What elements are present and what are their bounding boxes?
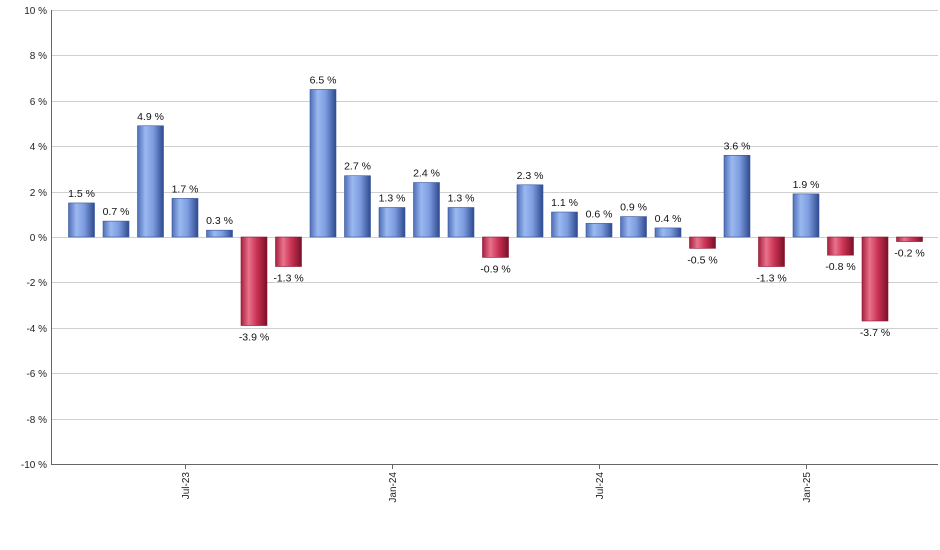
bar-negative	[275, 236, 302, 267]
bar-negative	[896, 236, 923, 242]
data-label: 1.5 %	[68, 188, 95, 200]
y-tick-label: -8 %	[26, 415, 47, 426]
bar-positive	[137, 125, 164, 238]
bar-negative	[482, 236, 509, 258]
bar-positive	[378, 207, 406, 238]
data-label: 0.3 %	[206, 215, 233, 227]
data-label: -0.8 %	[825, 261, 855, 273]
y-tick-label: -10 %	[21, 460, 47, 471]
y-tick-label: 4 %	[30, 142, 47, 153]
data-label: 3.6 %	[724, 140, 751, 152]
bar-positive	[68, 202, 95, 238]
x-tick-label: Jan-25	[802, 472, 813, 503]
data-label: 2.4 %	[413, 168, 440, 180]
x-axis-tick-labels: Jul-23 Jan-24 Jul-24 Jan-25	[181, 464, 813, 503]
bar-positive	[447, 207, 475, 238]
y-tick-label: 10 %	[24, 6, 47, 17]
bar-positive	[171, 198, 199, 238]
data-label: -0.2 %	[894, 248, 924, 260]
bar-positive	[620, 216, 647, 238]
bar-positive	[413, 182, 440, 238]
y-tick-label: -4 %	[26, 324, 47, 335]
data-label: -3.7 %	[860, 327, 890, 339]
x-tick-label: Jul-24	[595, 472, 606, 500]
data-label: 1.1 %	[551, 197, 578, 209]
x-tick-label: Jan-24	[388, 472, 399, 503]
bar-positive	[516, 184, 544, 238]
x-tick-label: Jul-23	[181, 472, 192, 500]
data-label: 2.7 %	[344, 161, 371, 173]
data-label: 6.5 %	[310, 74, 337, 86]
data-label: 0.9 %	[620, 202, 647, 214]
bar-negative	[689, 236, 716, 249]
y-tick-label: 8 %	[30, 51, 47, 62]
y-tick-label: -2 %	[26, 278, 47, 289]
data-label: 0.7 %	[103, 206, 130, 218]
data-label: 1.7 %	[172, 183, 199, 195]
data-label: 1.9 %	[793, 179, 820, 191]
bar-positive	[792, 193, 820, 238]
bar-negative	[240, 236, 268, 326]
bar-positive	[102, 220, 130, 238]
data-label: 0.4 %	[655, 213, 682, 225]
bar-positive	[206, 229, 233, 238]
data-label: 2.3 %	[517, 170, 544, 182]
bar-negative	[861, 236, 889, 322]
bar-negative	[758, 236, 785, 267]
bar-positive	[551, 211, 578, 238]
y-axis-tick-labels: 10 % 8 % 6 % 4 % 2 % 0 % -2 % -4 % -6 % -8 % -10 %	[21, 6, 47, 471]
data-label: 4.9 %	[137, 111, 164, 123]
data-label: -1.3 %	[273, 273, 303, 285]
data-labels: 1.5 % 0.7 % 4.9 % 1.7 % 0.3 % -3.9 % -1.3 % 6.5…	[68, 74, 925, 343]
y-tick-label: 0 %	[30, 233, 47, 244]
y-tick-label: 6 %	[30, 97, 47, 108]
bar-positive	[654, 227, 682, 238]
data-label: -0.9 %	[480, 263, 510, 275]
data-label: -1.3 %	[756, 273, 786, 285]
data-label: 1.3 %	[448, 192, 475, 204]
axes	[51, 10, 938, 465]
bars	[68, 89, 923, 326]
bar-positive	[585, 223, 613, 238]
data-label: 1.3 %	[379, 192, 406, 204]
y-tick-label: -6 %	[26, 369, 47, 380]
bar-negative	[827, 236, 854, 256]
bar-positive	[344, 175, 371, 238]
data-label: -3.9 %	[239, 332, 269, 344]
bar-positive	[723, 154, 751, 238]
data-label: 0.6 %	[586, 208, 613, 220]
data-label: -0.5 %	[687, 254, 717, 266]
y-tick-label: 2 %	[30, 188, 47, 199]
bar-positive	[309, 89, 337, 238]
